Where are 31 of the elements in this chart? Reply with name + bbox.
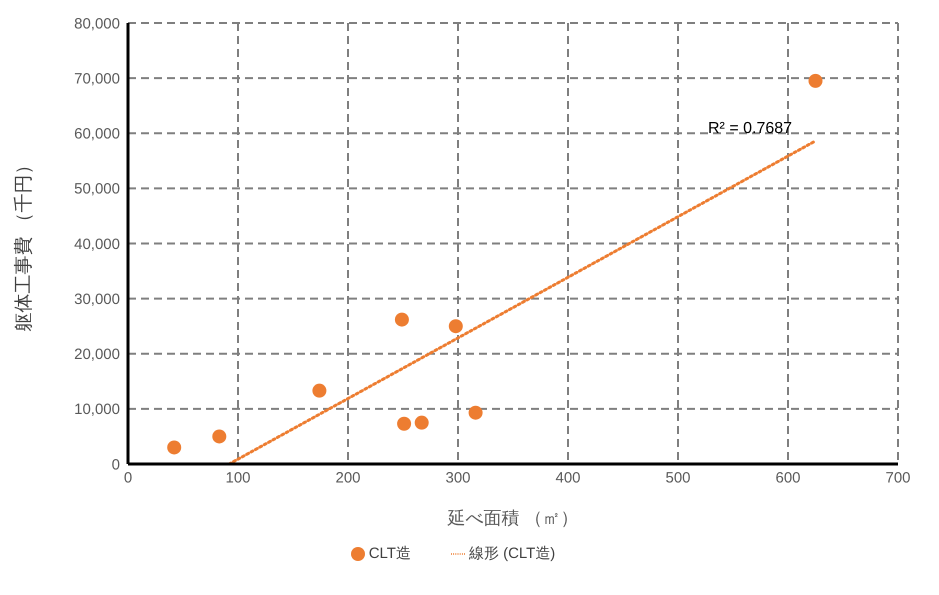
x-tick-label: 500 — [665, 470, 691, 487]
y-tick-label: 80,000 — [74, 15, 120, 32]
legend-label: CLT造 — [368, 545, 411, 562]
point — [167, 440, 182, 454]
x-tick-label: 600 — [775, 470, 801, 487]
x-axis-title: 延べ面積 （㎡） — [446, 508, 579, 528]
y-tick-label: 10,000 — [74, 401, 120, 418]
point — [468, 406, 483, 420]
y-tick-label: 50,000 — [74, 180, 120, 198]
y-axis-title: 躯体工事費 （千円） — [14, 155, 35, 332]
point — [394, 312, 409, 327]
point — [397, 416, 412, 431]
y-tick-label: 20,000 — [74, 346, 120, 364]
point — [448, 319, 463, 334]
legend-label: 線形 (CLT造) — [468, 545, 556, 562]
y-tick-label: 40,000 — [74, 236, 120, 253]
annotation: R² = 0.7687 — [708, 120, 792, 138]
point — [312, 384, 326, 398]
x-tick-label: 700 — [885, 470, 911, 487]
y-tick-label: 0 — [112, 456, 120, 474]
x-tick-label: 400 — [555, 470, 581, 487]
point — [414, 416, 429, 430]
x-tick-label: 0 — [124, 470, 132, 487]
y-tick-label: 30,000 — [74, 290, 120, 308]
y-tick-label: 70,000 — [74, 70, 120, 88]
y-tick-label: 60,000 — [74, 126, 120, 143]
point — [808, 74, 822, 88]
x-tick-label: 300 — [445, 470, 471, 487]
x-tick-label: 200 — [335, 470, 361, 487]
x-tick-label: 100 — [225, 470, 251, 487]
point — [212, 429, 226, 444]
